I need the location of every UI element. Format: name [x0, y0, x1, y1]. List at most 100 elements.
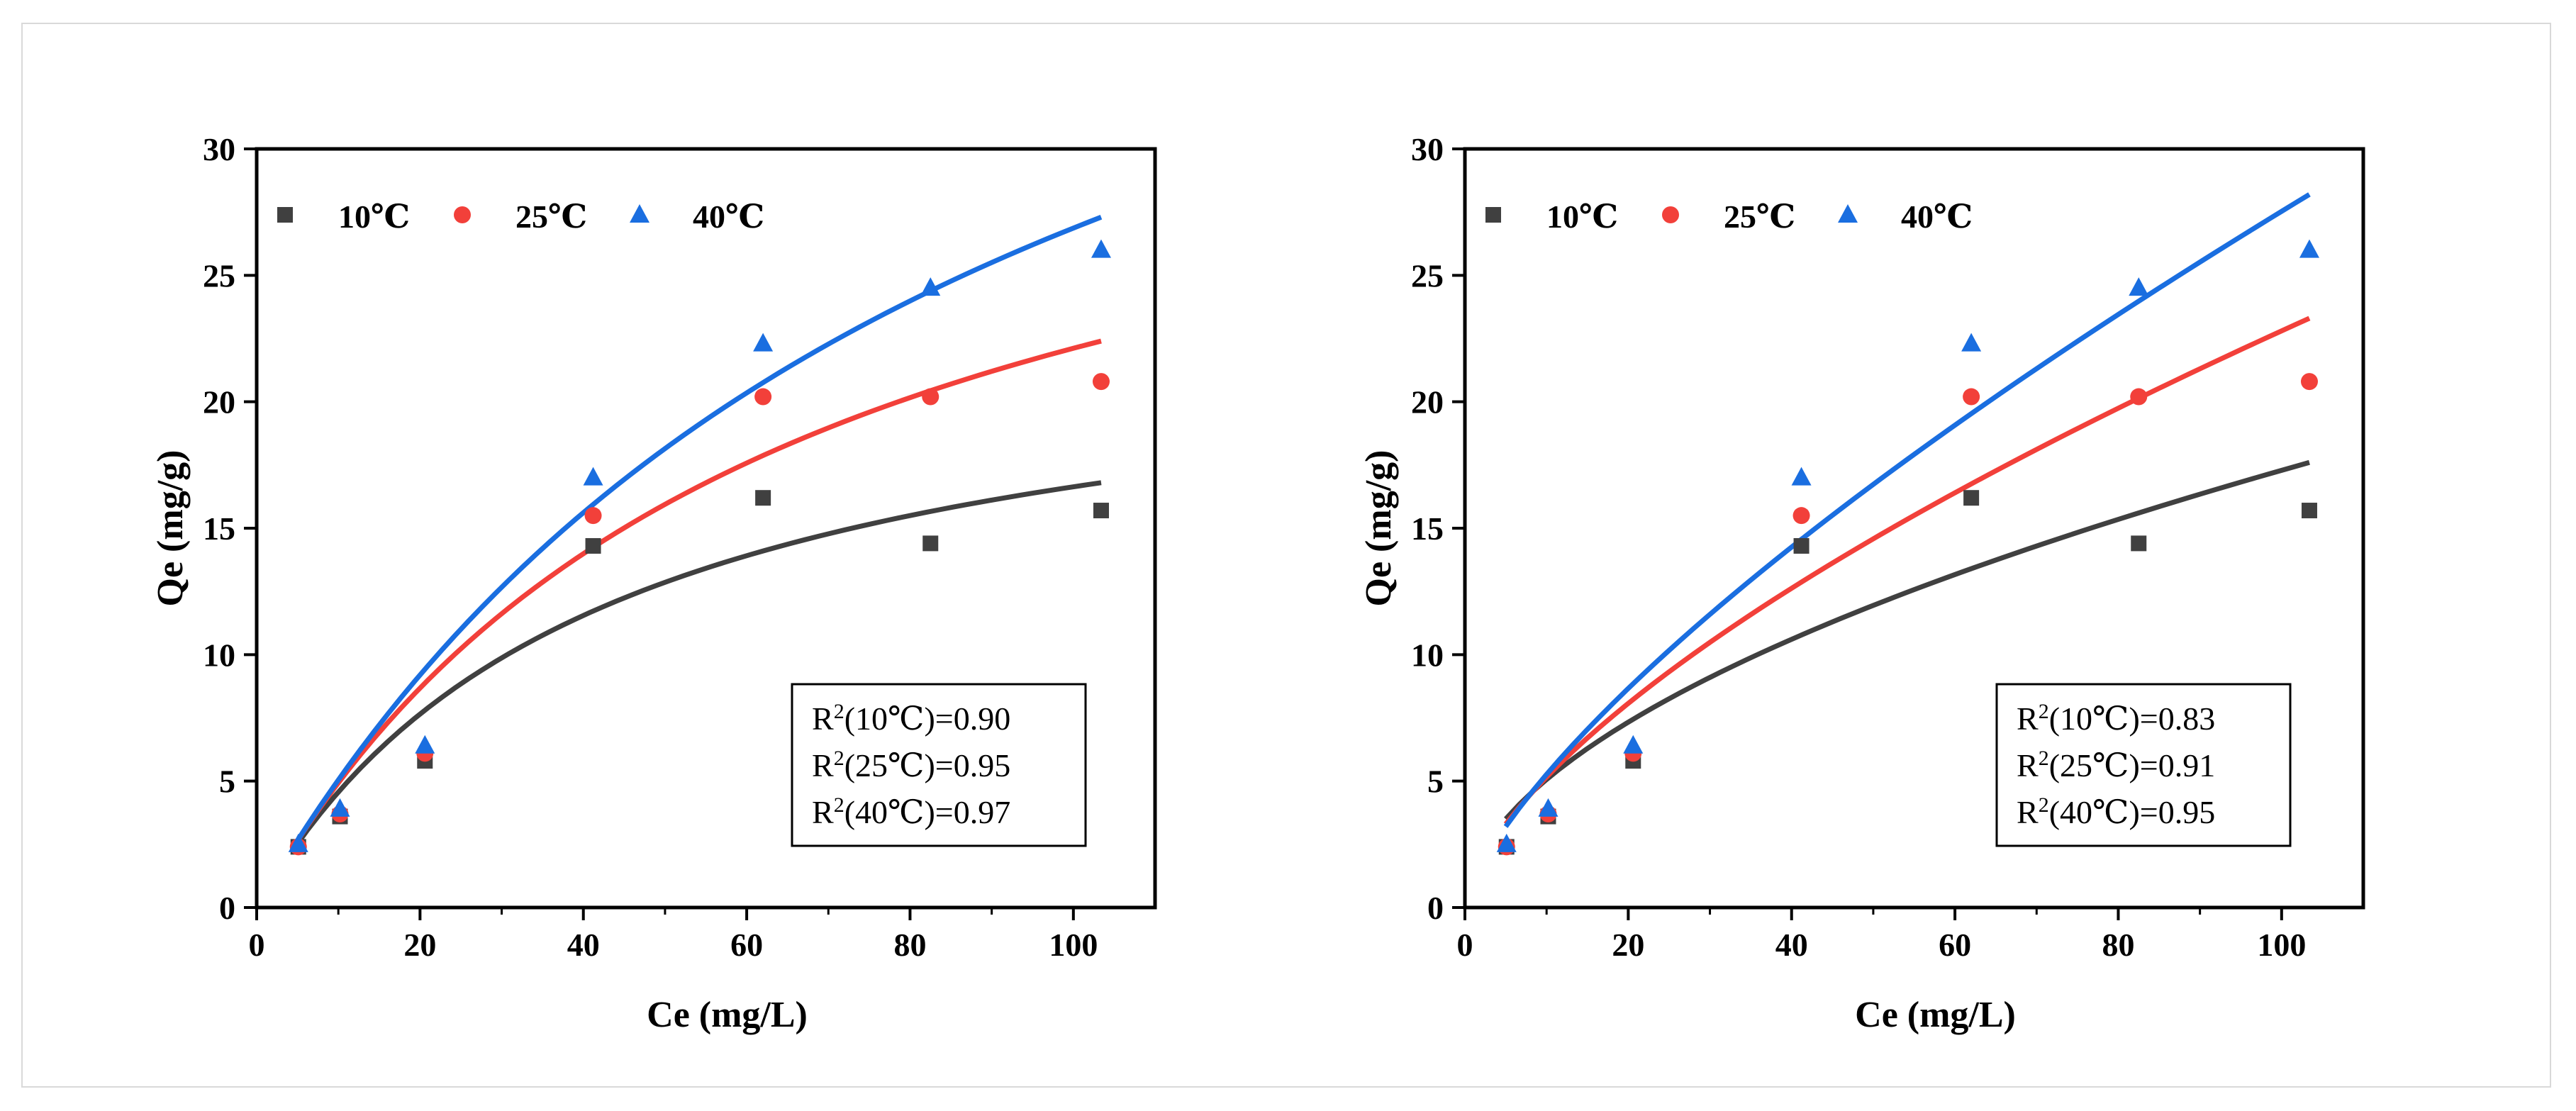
legend-marker-circle [454, 206, 471, 223]
data-point-circle [2130, 388, 2148, 406]
x-tick-label: 20 [1612, 927, 1644, 963]
legend-label: 40℃ [693, 199, 764, 235]
r-squared-superscript: 2 [834, 700, 844, 723]
r-squared-value: (25℃)=0.95 [844, 747, 1011, 783]
x-tick-label: 40 [567, 927, 600, 963]
x-tick-label: 100 [2257, 927, 2306, 963]
fit-curve-circle [291, 338, 1102, 849]
x-axis-label: Ce (mg/L) [647, 995, 808, 1035]
r-squared-prefix: R [812, 747, 834, 783]
fit-curve-square [291, 480, 1102, 852]
legend-label: 40℃ [1901, 199, 1973, 235]
r-squared-box [791, 683, 1087, 847]
legend-label: 10℃ [338, 199, 410, 235]
y-tick-label: 0 [1427, 890, 1444, 926]
data-point-triangle [753, 333, 774, 352]
x-axis-label: Ce (mg/L) [1855, 995, 2016, 1035]
y-axis-label: Qe (mg/g) [1359, 450, 1399, 607]
data-point-circle [922, 388, 939, 406]
legend-label: 10℃ [1546, 199, 1618, 235]
r-squared-superscript: 2 [2039, 793, 2049, 817]
data-point-square [585, 537, 601, 554]
x-tick-label: 60 [1939, 927, 1971, 963]
y-tick-label: 15 [1411, 510, 1444, 547]
chart-panel-2: 0 20 40 60 80 100 0 5 10 15 20 25 30 Ce (mg/L) Qe (mg/… [1359, 131, 2365, 1035]
x-tick-label: 20 [403, 927, 436, 963]
r-squared-value: (40℃)=0.97 [844, 794, 1011, 830]
y-tick-label: 25 [203, 257, 235, 294]
x-tick-label: 0 [249, 927, 265, 963]
y-tick-label: 10 [203, 637, 235, 673]
data-point-triangle [2299, 239, 2319, 258]
r-squared-annotation: R2(10℃)=0.83 [2017, 700, 2215, 737]
x-tick-label: 0 [1457, 927, 1473, 963]
data-point-circle [754, 388, 772, 406]
x-tick-label: 100 [1049, 927, 1098, 963]
y-tick-label: 30 [1411, 131, 1444, 167]
r-squared-value: (25℃)=0.91 [2049, 747, 2216, 783]
data-point-square [922, 535, 939, 552]
legend-marker-circle [1662, 206, 1679, 223]
r-squared-superscript: 2 [2039, 700, 2049, 723]
r-squared-superscript: 2 [834, 793, 844, 817]
legend-marker-triangle [1838, 204, 1858, 223]
legend-label: 25℃ [1724, 199, 1795, 235]
r-squared-prefix: R [2017, 794, 2039, 830]
r-squared-prefix: R [2017, 700, 2039, 737]
data-point-circle [2300, 373, 2318, 391]
r-squared-superscript: 2 [834, 747, 844, 770]
r-squared-annotation: R2(25℃)=0.95 [812, 747, 1010, 783]
y-axis-label: Qe (mg/g) [150, 450, 191, 607]
data-point-triangle [330, 798, 350, 817]
y-tick-label: 25 [1411, 257, 1444, 294]
r-squared-box [1995, 683, 2292, 847]
data-point-square [755, 490, 771, 506]
y-tick-label: 10 [1411, 637, 1444, 673]
data-point-square [1093, 503, 1109, 519]
data-point-circle [1792, 507, 1810, 525]
y-tick-label: 20 [203, 384, 235, 420]
data-point-circle [584, 507, 602, 525]
data-point-triangle [920, 277, 941, 296]
fit-curve-triangle [291, 215, 1103, 849]
r-squared-value: (10℃)=0.90 [844, 700, 1011, 737]
y-tick-label: 5 [1427, 764, 1444, 800]
legend-marker-square [1485, 207, 1501, 223]
chart-panel-1: 0 20 40 60 80 100 0 5 10 15 20 25 30 Ce (mg/L) Qe (mg/… [150, 131, 1157, 1035]
data-point-triangle [583, 467, 603, 486]
data-point-triangle [1091, 239, 1111, 258]
r-squared-prefix: R [812, 700, 834, 737]
x-tick-label: 80 [893, 927, 926, 963]
data-point-square [2131, 535, 2147, 552]
r-squared-annotation: R2(25℃)=0.91 [2017, 747, 2215, 783]
legend-marker-triangle [630, 204, 649, 223]
figure-frame [21, 23, 2551, 1088]
x-tick-label: 40 [1775, 927, 1808, 963]
y-tick-label: 15 [203, 510, 235, 547]
legend-label: 25℃ [515, 199, 587, 235]
data-point-circle [1963, 388, 1980, 406]
y-tick-label: 0 [219, 890, 235, 926]
r-squared-value: (10℃)=0.83 [2049, 700, 2216, 737]
r-squared-value: (40℃)=0.95 [2049, 794, 2216, 830]
r-squared-prefix: R [2017, 747, 2039, 783]
y-tick-label: 20 [1411, 384, 1444, 420]
data-point-circle [1092, 373, 1110, 391]
data-point-triangle [1538, 798, 1559, 817]
data-point-triangle [415, 735, 435, 754]
r-squared-annotation: R2(10℃)=0.90 [812, 700, 1010, 737]
data-point-triangle [2129, 277, 2149, 296]
data-point-square [1793, 537, 1810, 554]
x-tick-label: 60 [730, 927, 763, 963]
fit-curve-circle [1503, 316, 2311, 826]
y-tick-label: 5 [219, 764, 235, 800]
data-point-square [2301, 503, 2317, 519]
data-point-triangle [1961, 333, 1982, 352]
y-tick-label: 30 [203, 131, 235, 167]
data-point-triangle [288, 833, 308, 852]
fit-curve-square [1504, 459, 2310, 821]
r-squared-annotation: R2(40℃)=0.97 [812, 793, 1010, 830]
x-tick-label: 80 [2102, 927, 2134, 963]
data-point-triangle [1791, 467, 1812, 486]
